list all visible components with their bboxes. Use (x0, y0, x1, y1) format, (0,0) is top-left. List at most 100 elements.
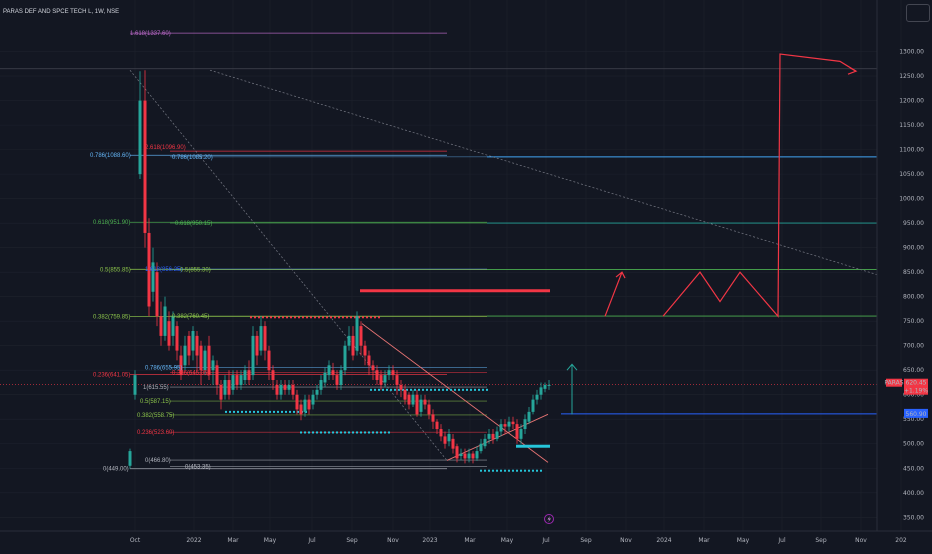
price-badge (904, 378, 928, 395)
price-tick-label: 700.00 (903, 343, 924, 350)
time-tick-label: Mar (464, 537, 476, 544)
projection-path (662, 53, 857, 318)
candle-body (355, 316, 359, 351)
support-dots (340, 431, 342, 434)
resistance-dots (326, 316, 328, 319)
lightning-icon (547, 516, 551, 523)
support-dots (245, 410, 247, 413)
candle-body (331, 370, 335, 376)
candle-body (251, 335, 255, 376)
candle-body (363, 345, 367, 356)
candle-body (523, 419, 527, 430)
price-tick-label: 1250.00 (899, 73, 924, 80)
price-tick-label: 800.00 (903, 294, 924, 301)
candle-body (211, 360, 215, 371)
resistance-dots (334, 316, 336, 319)
fib-level-label: 0.382(760.45) (172, 314, 209, 320)
trendline (209, 69, 878, 275)
price-tick-label: 500.00 (903, 441, 924, 448)
price-tick-label: 600.00 (903, 392, 924, 399)
support-dots (478, 388, 480, 391)
candle-body (467, 453, 471, 459)
support-dots (304, 431, 306, 434)
price-tick-label: 1050.00 (899, 171, 924, 178)
time-tick-label: Mar (227, 537, 239, 544)
candle-body (367, 355, 371, 366)
price-tick-label: 450.00 (903, 465, 924, 472)
support-dots (225, 410, 227, 413)
candle-body (383, 375, 387, 383)
resistance-dots (310, 316, 312, 319)
resistance-dots (362, 316, 364, 319)
resistance-dots (298, 316, 300, 319)
camera-icon[interactable] (906, 4, 930, 22)
candle-body (159, 316, 163, 336)
time-tick-label: Nov (855, 537, 867, 544)
candle-body (271, 370, 275, 381)
fib-labels: 1.618(1337.60) 0.786(1088.60) 2.618(1096.9… (90, 31, 213, 473)
candle-body (547, 384, 551, 386)
candle-body (427, 404, 431, 415)
candle-body (147, 232, 151, 307)
support-dots (474, 388, 476, 391)
price-axis: 350.00 400.00 450.00 500.00 550.00 600.00 650.… (876, 0, 928, 531)
support-dots (426, 388, 428, 391)
support-dots (237, 410, 239, 413)
candle-body (231, 375, 235, 390)
candle-body (511, 421, 515, 425)
candle-body (207, 345, 211, 376)
candle-body (375, 370, 379, 381)
support-dots (293, 410, 295, 413)
candle-body (143, 100, 147, 233)
time-tick-label: May (737, 537, 750, 544)
support-dots (344, 431, 346, 434)
resistance-dots (330, 316, 332, 319)
symbol-title: PARAS DEF AND SPCE TECH L, 1W, NSE (3, 9, 119, 15)
candle-body (347, 335, 351, 346)
support-dots (386, 388, 388, 391)
candle-body (199, 345, 203, 371)
resistance-dots (370, 316, 372, 319)
support-dots (378, 388, 380, 391)
support-dots (540, 469, 542, 472)
resistance-dots (346, 316, 348, 319)
candle-body (379, 375, 383, 385)
candle-body (175, 326, 179, 351)
candle-body (387, 370, 391, 376)
resistance-dots (374, 316, 376, 319)
candle-body (399, 384, 403, 390)
symbol-badge-label: PARAS (884, 380, 903, 387)
fib-level-label: 1(615.55) (143, 385, 169, 391)
support-dots (414, 388, 416, 391)
support-dots (356, 431, 358, 434)
candle-body (179, 355, 183, 376)
support-dots (418, 388, 420, 391)
candle-body (519, 429, 523, 439)
resistance-dots (294, 316, 296, 319)
candle-body (267, 350, 271, 371)
time-tick-label: Oct (130, 537, 141, 544)
fib-level-label: 0.5(587.15) (140, 399, 171, 405)
support-dots (241, 410, 243, 413)
candle-body (171, 316, 175, 336)
time-tick-label: May (264, 537, 277, 544)
candle-body (307, 399, 311, 410)
fib-level-label: 0.786(655.95) (145, 365, 182, 371)
resistance-dots (378, 316, 380, 319)
support-dots (500, 469, 502, 472)
support-dots (454, 388, 456, 391)
support-dots (486, 388, 488, 391)
support-dots (285, 410, 287, 413)
candle-body (295, 394, 299, 410)
support-dots (422, 388, 424, 391)
candle-body (339, 370, 343, 385)
support-dots (516, 469, 518, 472)
support-dots (484, 469, 486, 472)
price-tick-label: 550.00 (903, 416, 924, 423)
fib-level-label: 0.786(1085.20) (172, 155, 213, 161)
resistance-dots (282, 316, 284, 319)
support-dots (520, 469, 522, 472)
candle-body (275, 384, 279, 395)
